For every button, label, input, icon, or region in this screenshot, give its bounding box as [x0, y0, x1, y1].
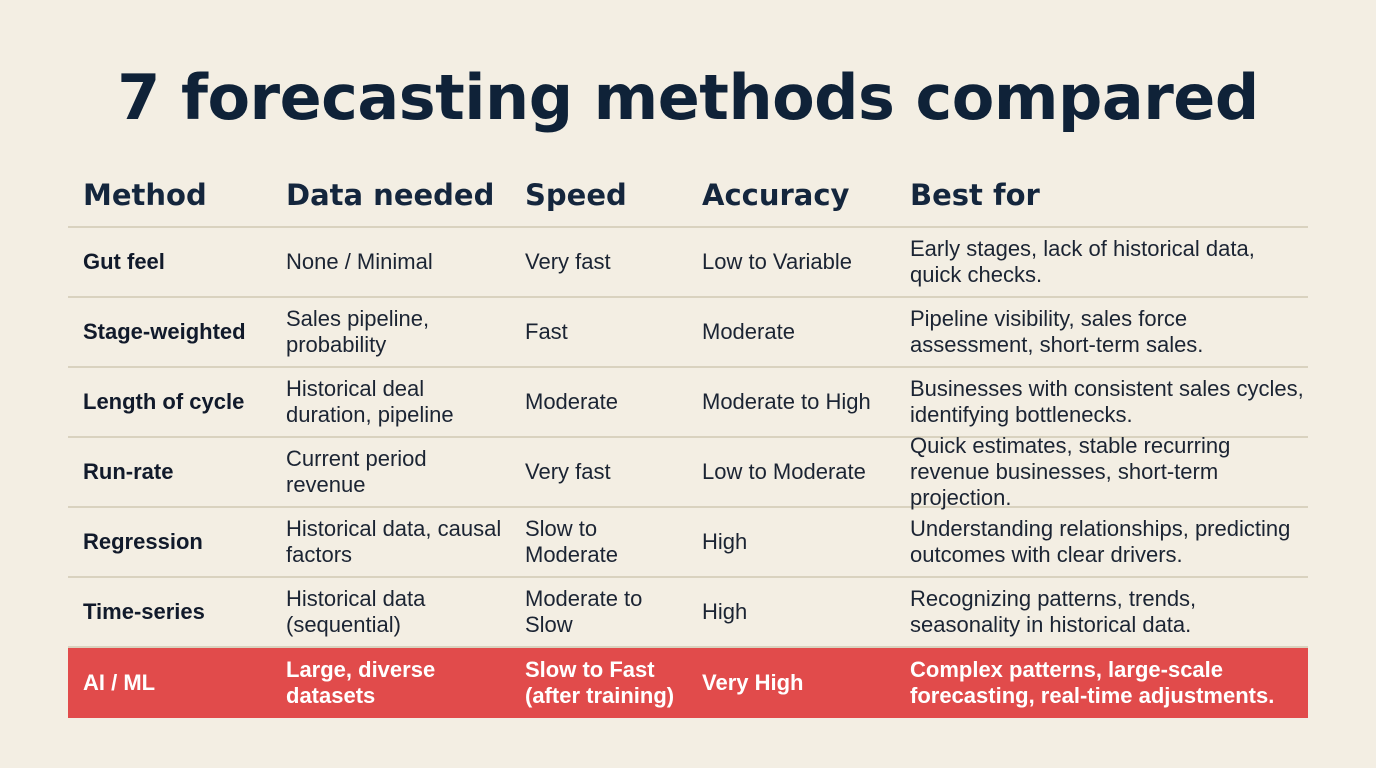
method-cell: Time-series — [83, 599, 205, 624]
column-header-best-for: Best for — [910, 178, 1040, 212]
accuracy-cell: High — [702, 599, 748, 624]
accuracy-cell: Moderate — [702, 319, 795, 344]
speed-cell: Moderate — [525, 389, 618, 414]
table-row: Stage-weighted Sales pipeline, probabili… — [68, 298, 1308, 368]
table-row: Regression Historical data, causal facto… — [68, 508, 1308, 578]
table-row-highlighted: AI / ML Large, diverse datasets Slow to … — [68, 648, 1308, 718]
speed-cell: Very fast — [525, 459, 611, 484]
accuracy-cell: High — [702, 529, 748, 554]
comparison-table: Method Data needed Speed Accuracy Best f… — [68, 166, 1308, 718]
accuracy-cell: Moderate to High — [702, 389, 871, 414]
data-needed-cell: Current period revenue — [286, 446, 427, 497]
column-header-method: Method — [83, 178, 207, 212]
method-cell: Regression — [83, 529, 203, 554]
speed-cell: Moderate to Slow — [525, 586, 643, 637]
data-needed-cell: Large, diverse datasets — [286, 657, 436, 708]
data-needed-cell: Historical data (sequential) — [286, 586, 426, 637]
speed-cell: Slow to Fast (after training) — [525, 657, 675, 708]
accuracy-cell: Low to Moderate — [702, 459, 866, 484]
best-for-cell: Quick estimates, stable recurring revenu… — [910, 433, 1231, 510]
best-for-cell: Recognizing patterns, trends, seasonalit… — [910, 586, 1197, 637]
method-cell: Gut feel — [83, 249, 165, 274]
table-row: Run-rate Current period revenue Very fas… — [68, 433, 1308, 510]
data-needed-cell: Historical deal duration, pipeline — [286, 376, 454, 427]
column-header-data-needed: Data needed — [286, 178, 495, 212]
best-for-cell: Early stages, lack of historical data, q… — [910, 236, 1255, 287]
data-needed-cell: None / Minimal — [286, 249, 433, 274]
speed-cell: Very fast — [525, 249, 611, 274]
table-row: Gut feel None / Minimal Very fast Low to… — [68, 228, 1308, 298]
speed-cell: Fast — [525, 319, 568, 344]
best-for-cell: Businesses with consistent sales cycles,… — [910, 376, 1304, 427]
data-needed-cell: Historical data, causal factors — [286, 516, 502, 567]
accuracy-cell: Very High — [702, 670, 804, 695]
best-for-cell: Complex patterns, large-scale forecastin… — [910, 657, 1275, 708]
column-header-accuracy: Accuracy — [702, 178, 850, 212]
column-header-speed: Speed — [525, 178, 627, 212]
best-for-cell: Pipeline visibility, sales force assessm… — [910, 306, 1204, 357]
method-cell: Length of cycle — [83, 389, 245, 414]
table-row: Length of cycle Historical deal duration… — [68, 368, 1308, 438]
best-for-cell: Understanding relationships, predicting … — [910, 516, 1291, 567]
page-title: 7 forecasting methods compared — [117, 61, 1259, 134]
method-cell: Run-rate — [83, 459, 174, 484]
accuracy-cell: Low to Variable — [702, 249, 853, 274]
table-header-row: Method Data needed Speed Accuracy Best f… — [68, 166, 1308, 228]
data-needed-cell: Sales pipeline, probability — [286, 306, 430, 357]
method-cell: AI / ML — [83, 670, 156, 695]
method-cell: Stage-weighted — [83, 319, 246, 344]
table-row: Time-series Historical data (sequential)… — [68, 578, 1308, 648]
speed-cell: Slow to Moderate — [525, 516, 618, 567]
